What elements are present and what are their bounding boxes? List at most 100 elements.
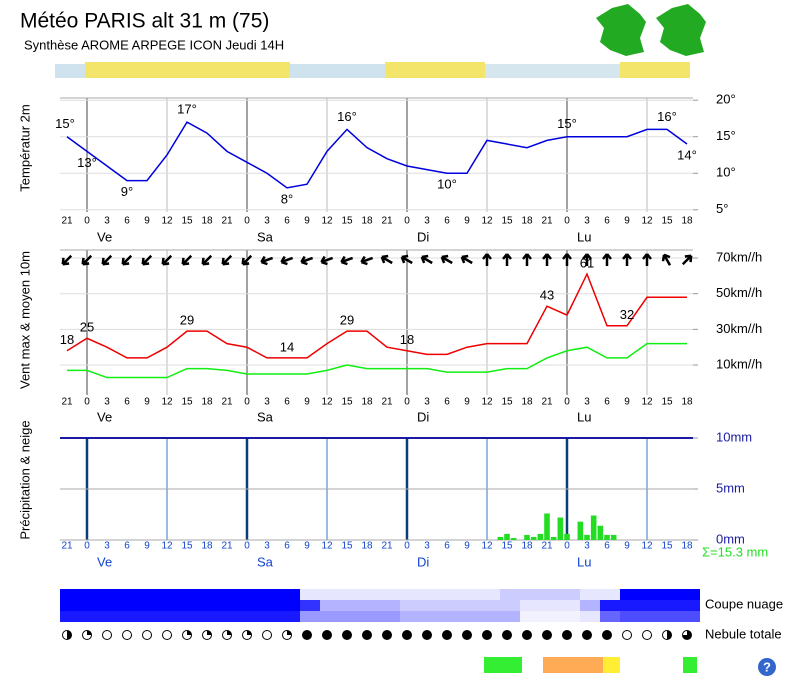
y-tick-label: 10° xyxy=(716,165,736,180)
x-tick-label: 6 xyxy=(444,397,450,408)
y-tick-label: 50km//h xyxy=(716,285,762,300)
cloud-cover-fill xyxy=(402,630,412,640)
x-tick-label: 18 xyxy=(681,397,693,408)
day-label: Sa xyxy=(257,554,274,569)
x-tick-label: 18 xyxy=(361,216,373,227)
cloud-cell xyxy=(400,600,420,611)
day-label: Ve xyxy=(97,229,112,244)
wind-arrow xyxy=(400,254,413,265)
cloud-cover-symbol xyxy=(402,630,412,640)
precip-bar xyxy=(564,533,570,540)
cloud-cell xyxy=(240,611,260,622)
cloud-cell xyxy=(200,589,220,600)
wind-arrow xyxy=(61,254,73,266)
page-title: Météo PARIS alt 31 m (75) xyxy=(20,10,269,33)
cloud-cell xyxy=(460,611,480,622)
cloud-cell xyxy=(420,611,440,622)
wind-arrow xyxy=(542,253,552,266)
x-tick-label: 3 xyxy=(424,216,430,227)
wind-arrow xyxy=(320,255,334,266)
cloud-cover-fill xyxy=(582,630,592,640)
x-tick-label: 15 xyxy=(181,541,193,552)
cloud-cell xyxy=(240,589,260,600)
cloud-cell xyxy=(160,589,180,600)
cloud-cell xyxy=(580,611,600,622)
x-tick-label: 3 xyxy=(104,541,110,552)
precip-bar xyxy=(610,534,617,540)
cloud-cell xyxy=(300,611,320,622)
x-tick-label: 3 xyxy=(584,216,590,227)
cloud-cover-fill xyxy=(322,630,332,640)
cloud-cover-symbol xyxy=(682,630,692,640)
data-label: 15° xyxy=(55,116,75,131)
cloud-cell xyxy=(60,589,80,600)
x-tick-label: 15 xyxy=(341,216,353,227)
x-tick-label: 21 xyxy=(381,216,393,227)
x-tick-label: 15 xyxy=(181,216,193,227)
cloud-cover-symbol xyxy=(522,630,532,640)
x-tick-label: 21 xyxy=(61,216,73,227)
cloud-cell xyxy=(220,600,240,611)
cloud-cover-symbol xyxy=(62,630,72,640)
data-label: 13° xyxy=(77,155,97,170)
x-tick-label: 9 xyxy=(624,216,630,227)
x-tick-label: 18 xyxy=(681,216,693,227)
help-label[interactable]: ? xyxy=(763,659,771,674)
cloud-cell xyxy=(180,611,200,622)
x-tick-label: 12 xyxy=(641,397,653,408)
cloud-cell xyxy=(520,611,540,622)
help-button[interactable] xyxy=(758,658,776,676)
x-tick-label: 0 xyxy=(244,397,250,408)
cloud-cell xyxy=(360,600,380,611)
wind-arrow xyxy=(482,253,492,266)
cloud-cell xyxy=(340,611,360,622)
cloud-cell xyxy=(660,600,680,611)
precip-bar xyxy=(497,536,504,540)
data-label: 18 xyxy=(60,332,74,347)
y-tick-label: 5° xyxy=(716,201,728,216)
x-tick-label: 9 xyxy=(464,216,470,227)
wind-line xyxy=(66,272,687,359)
temperature-line xyxy=(66,121,688,189)
cloud-cell xyxy=(680,589,700,600)
cloud-cell xyxy=(500,600,520,611)
cloud-cell xyxy=(620,611,640,622)
precip-bar xyxy=(577,521,584,540)
cloud-cover-symbol xyxy=(362,630,372,640)
cloud-cell xyxy=(440,589,460,600)
x-tick-label: 3 xyxy=(264,216,270,227)
x-tick-label: 3 xyxy=(584,541,590,552)
cloud-cell xyxy=(640,611,660,622)
cloud-cover-symbol xyxy=(122,630,132,640)
x-tick-label: 12 xyxy=(161,216,173,227)
x-tick-label: 18 xyxy=(201,216,213,227)
data-label: 15° xyxy=(557,116,577,131)
map-france[interactable] xyxy=(656,4,706,56)
cloud-cell xyxy=(440,611,460,622)
day-label: Lu xyxy=(577,409,591,424)
data-label: 29 xyxy=(340,313,354,328)
cloud-cell xyxy=(420,600,440,611)
map-france[interactable] xyxy=(596,4,646,56)
cloud-cell xyxy=(460,600,480,611)
x-tick-label: 18 xyxy=(201,541,213,552)
cloud-cell xyxy=(220,589,240,600)
x-tick-label: 21 xyxy=(61,397,73,408)
cloud-cover-outline xyxy=(642,630,652,640)
cloud-cell xyxy=(540,600,560,611)
precip-total: Σ=15.3 mm xyxy=(702,544,768,559)
cloud-cover-symbol xyxy=(542,630,552,640)
cloud-cell xyxy=(100,611,120,622)
x-tick-label: 12 xyxy=(321,541,333,552)
cloud-cell xyxy=(160,600,180,611)
data-label: 16° xyxy=(337,109,357,124)
cloud-cover-fill xyxy=(462,630,472,640)
x-tick-label: 18 xyxy=(201,397,213,408)
x-tick-label: 18 xyxy=(681,541,693,552)
cloud-cell xyxy=(120,600,140,611)
x-tick-label: 12 xyxy=(481,541,493,552)
y-tick-label: 5mm xyxy=(716,480,745,495)
x-tick-label: 6 xyxy=(284,397,290,408)
cloud-cell xyxy=(260,589,280,600)
